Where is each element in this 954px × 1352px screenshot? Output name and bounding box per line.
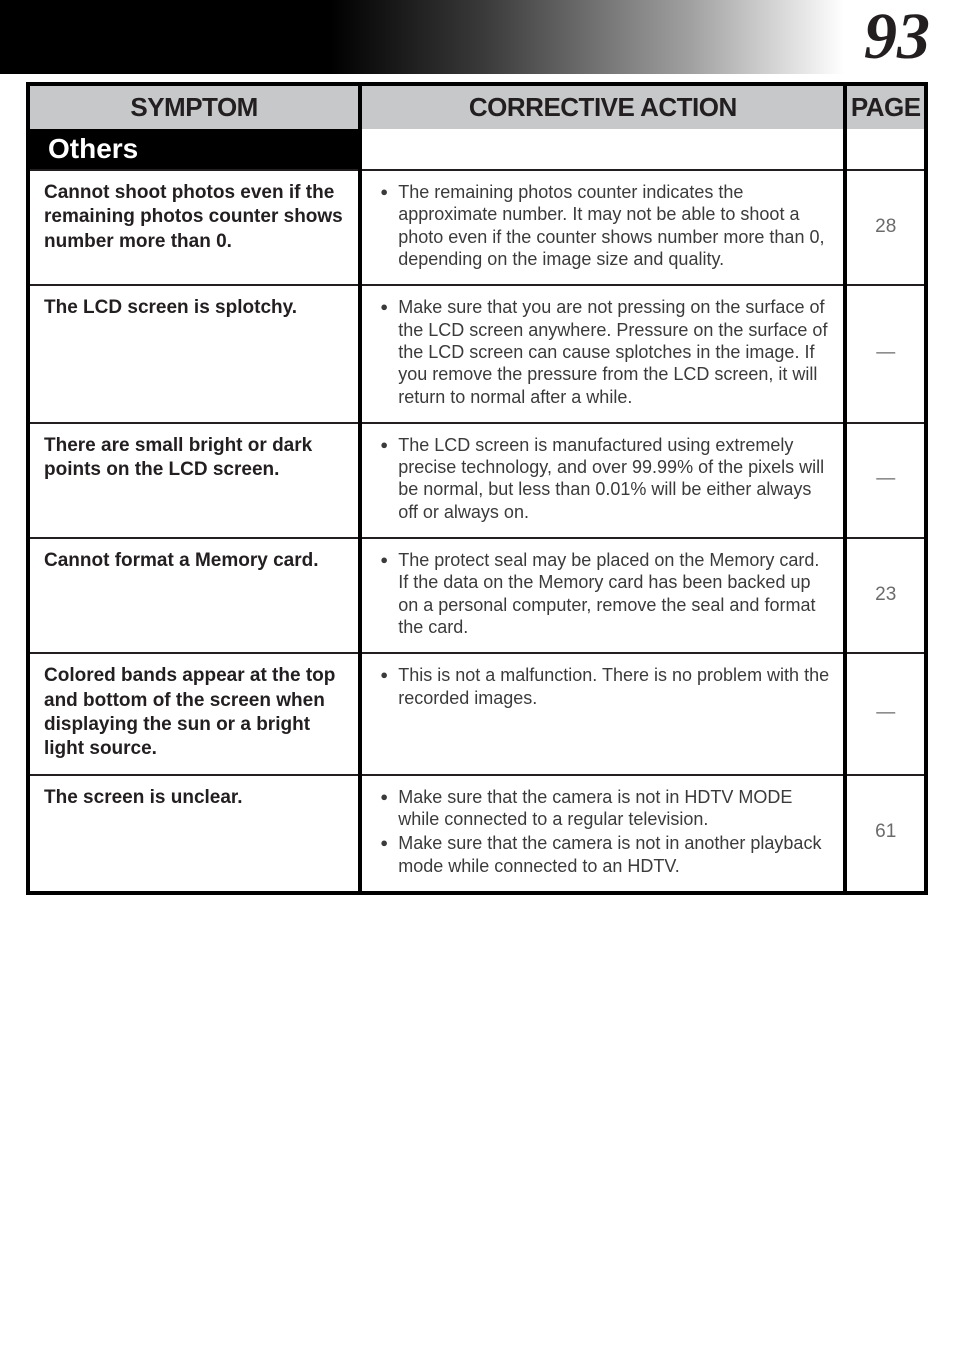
table-row: The screen is unclear. Make sure that th… bbox=[28, 775, 926, 893]
action-cell: This is not a malfunction. There is no p… bbox=[360, 653, 845, 774]
header-page-slot: 93 bbox=[844, 0, 954, 74]
symptom-cell: Cannot shoot photos even if the remainin… bbox=[28, 170, 360, 285]
table-row: Cannot shoot photos even if the remainin… bbox=[28, 170, 926, 285]
table-row: Colored bands appear at the top and bott… bbox=[28, 653, 926, 774]
table-container: SYMPTOM CORRECTIVE ACTION PAGE Others Ca… bbox=[0, 74, 954, 895]
action-cell: The LCD screen is manufactured using ext… bbox=[360, 423, 845, 538]
table-row: There are small bright or dark points on… bbox=[28, 423, 926, 538]
page-ref: — bbox=[845, 423, 926, 538]
action-bullet: The protect seal may be placed on the Me… bbox=[376, 549, 829, 638]
action-cell: The protect seal may be placed on the Me… bbox=[360, 538, 845, 653]
action-bullet: This is not a malfunction. There is no p… bbox=[376, 664, 829, 709]
symptom-cell: Colored bands appear at the top and bott… bbox=[28, 653, 360, 774]
symptom-cell: The LCD screen is splotchy. bbox=[28, 285, 360, 423]
page-number: 93 bbox=[864, 0, 930, 75]
action-bullet: The remaining photos counter indicates t… bbox=[376, 181, 829, 270]
page-ref: 28 bbox=[845, 170, 926, 285]
symptom-cell: There are small bright or dark points on… bbox=[28, 423, 360, 538]
action-bullet: Make sure that you are not pressing on t… bbox=[376, 296, 829, 408]
symptom-cell: Cannot format a Memory card. bbox=[28, 538, 360, 653]
action-bullet: Make sure that the camera is not in HDTV… bbox=[376, 786, 829, 831]
page-ref: — bbox=[845, 653, 926, 774]
page-header: 93 bbox=[0, 0, 954, 74]
section-title: Others bbox=[28, 129, 360, 170]
table-row: The LCD screen is splotchy. Make sure th… bbox=[28, 285, 926, 423]
page-ref: — bbox=[845, 285, 926, 423]
action-cell: Make sure that you are not pressing on t… bbox=[360, 285, 845, 423]
col-symptom: SYMPTOM bbox=[28, 84, 360, 129]
action-bullet: Make sure that the camera is not in anot… bbox=[376, 832, 829, 877]
col-page: PAGE bbox=[845, 84, 926, 129]
header-black-bar bbox=[0, 0, 330, 74]
page-ref: 23 bbox=[845, 538, 926, 653]
section-blank bbox=[360, 129, 845, 170]
col-action: CORRECTIVE ACTION bbox=[360, 84, 845, 129]
table-row: Cannot format a Memory card. The protect… bbox=[28, 538, 926, 653]
troubleshooting-table: SYMPTOM CORRECTIVE ACTION PAGE Others Ca… bbox=[26, 82, 928, 895]
action-cell: Make sure that the camera is not in HDTV… bbox=[360, 775, 845, 893]
symptom-cell: The screen is unclear. bbox=[28, 775, 360, 893]
section-row: Others bbox=[28, 129, 926, 170]
action-cell: The remaining photos counter indicates t… bbox=[360, 170, 845, 285]
header-gradient bbox=[330, 0, 844, 74]
action-bullet: The LCD screen is manufactured using ext… bbox=[376, 434, 829, 523]
section-blank bbox=[845, 129, 926, 170]
page-ref: 61 bbox=[845, 775, 926, 893]
table-header-row: SYMPTOM CORRECTIVE ACTION PAGE bbox=[28, 84, 926, 129]
